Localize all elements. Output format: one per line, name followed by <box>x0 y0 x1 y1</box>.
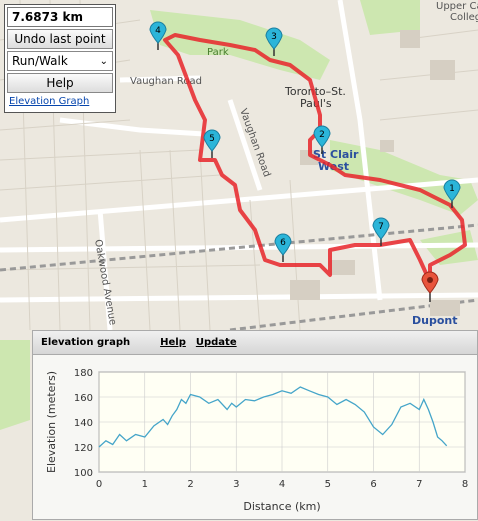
map-label: Vaughan Road <box>130 76 202 87</box>
elevation-chart: 100 120 140 160 180 0 1 2 3 4 5 6 7 8 Distance (km) Ele… <box>45 368 468 513</box>
marker-pin-icon <box>203 129 221 152</box>
marker-pin-icon <box>265 27 283 50</box>
mode-select[interactable]: Run/Walk ⌄ <box>7 51 113 71</box>
map-label: College <box>450 12 478 23</box>
railway <box>229 298 478 332</box>
marker-label: 2 <box>319 130 325 140</box>
y-tick-label: 140 <box>74 418 93 429</box>
marker-label: 6 <box>280 238 286 248</box>
railway <box>0 223 478 272</box>
x-axis-label: Distance (km) <box>243 500 320 513</box>
map-label: Park <box>207 47 229 58</box>
marker-pin-icon <box>443 179 461 202</box>
route-control-panel: 7.6873 km Undo last point Run/Walk ⌄ Hel… <box>4 4 116 113</box>
x-tick-label: 3 <box>233 479 239 490</box>
distance-readout: 7.6873 km <box>7 7 113 27</box>
route-marker-5[interactable]: 5 <box>203 129 221 158</box>
route-line <box>163 33 467 283</box>
marker-label: 5 <box>209 134 215 144</box>
elevation-series-line <box>98 386 448 448</box>
x-tick-label: 0 <box>96 479 102 490</box>
map-label: St Clair <box>313 148 359 161</box>
pin-dot <box>427 277 433 283</box>
elevation-help-link[interactable]: Help <box>160 337 186 348</box>
x-tick-label: 5 <box>325 479 331 490</box>
x-tick-label: 7 <box>416 479 422 490</box>
y-axis-label: Elevation (meters) <box>45 371 58 473</box>
buildings <box>290 30 460 316</box>
undo-last-point-button[interactable]: Undo last point <box>7 29 113 49</box>
x-tick-label: 8 <box>462 479 468 490</box>
y-tick-label: 160 <box>74 393 93 404</box>
x-tick-label: 2 <box>187 479 193 490</box>
route-marker-1[interactable]: 1 <box>443 179 461 208</box>
end-marker[interactable] <box>421 271 439 302</box>
marker-pin-icon <box>372 217 390 240</box>
marker-label: 1 <box>449 184 455 194</box>
x-tick-label: 1 <box>142 479 148 490</box>
map-label: Upper Canada <box>436 1 478 12</box>
route-marker-4[interactable]: 4 <box>149 21 167 50</box>
x-tick-label: 6 <box>370 479 376 490</box>
marker-pin-icon <box>149 21 167 44</box>
elevation-graph-header: Elevation graph Help Update <box>33 331 477 355</box>
x-tick-label: 4 <box>279 479 285 490</box>
y-tick-label: 100 <box>74 468 93 479</box>
map-label: Dupont <box>412 314 457 327</box>
elevation-graph-link[interactable]: Elevation Graph <box>9 96 90 107</box>
y-tick-label: 180 <box>74 368 93 379</box>
elevation-graph-panel: Elevation graph Help Update 100 120 140 160… <box>32 330 478 520</box>
mode-select-value: Run/Walk <box>12 54 68 68</box>
elevation-update-link[interactable]: Update <box>195 337 237 348</box>
marker-label: 7 <box>378 222 384 232</box>
marker-label: 3 <box>271 32 277 42</box>
elevation-graph-title: Elevation graph <box>41 337 131 348</box>
marker-pin-icon <box>274 233 292 256</box>
marker-pin-icon <box>313 125 331 148</box>
marker-label: 4 <box>155 26 161 36</box>
y-tick-label: 120 <box>74 443 93 454</box>
help-button[interactable]: Help <box>7 73 113 93</box>
route-marker-3[interactable]: 3 <box>265 27 283 56</box>
route-marker-7[interactable]: 7 <box>372 217 390 246</box>
chevron-down-icon: ⌄ <box>99 55 108 67</box>
route-marker-6[interactable]: 6 <box>274 233 292 262</box>
route-marker-2[interactable]: 2 <box>313 125 331 154</box>
